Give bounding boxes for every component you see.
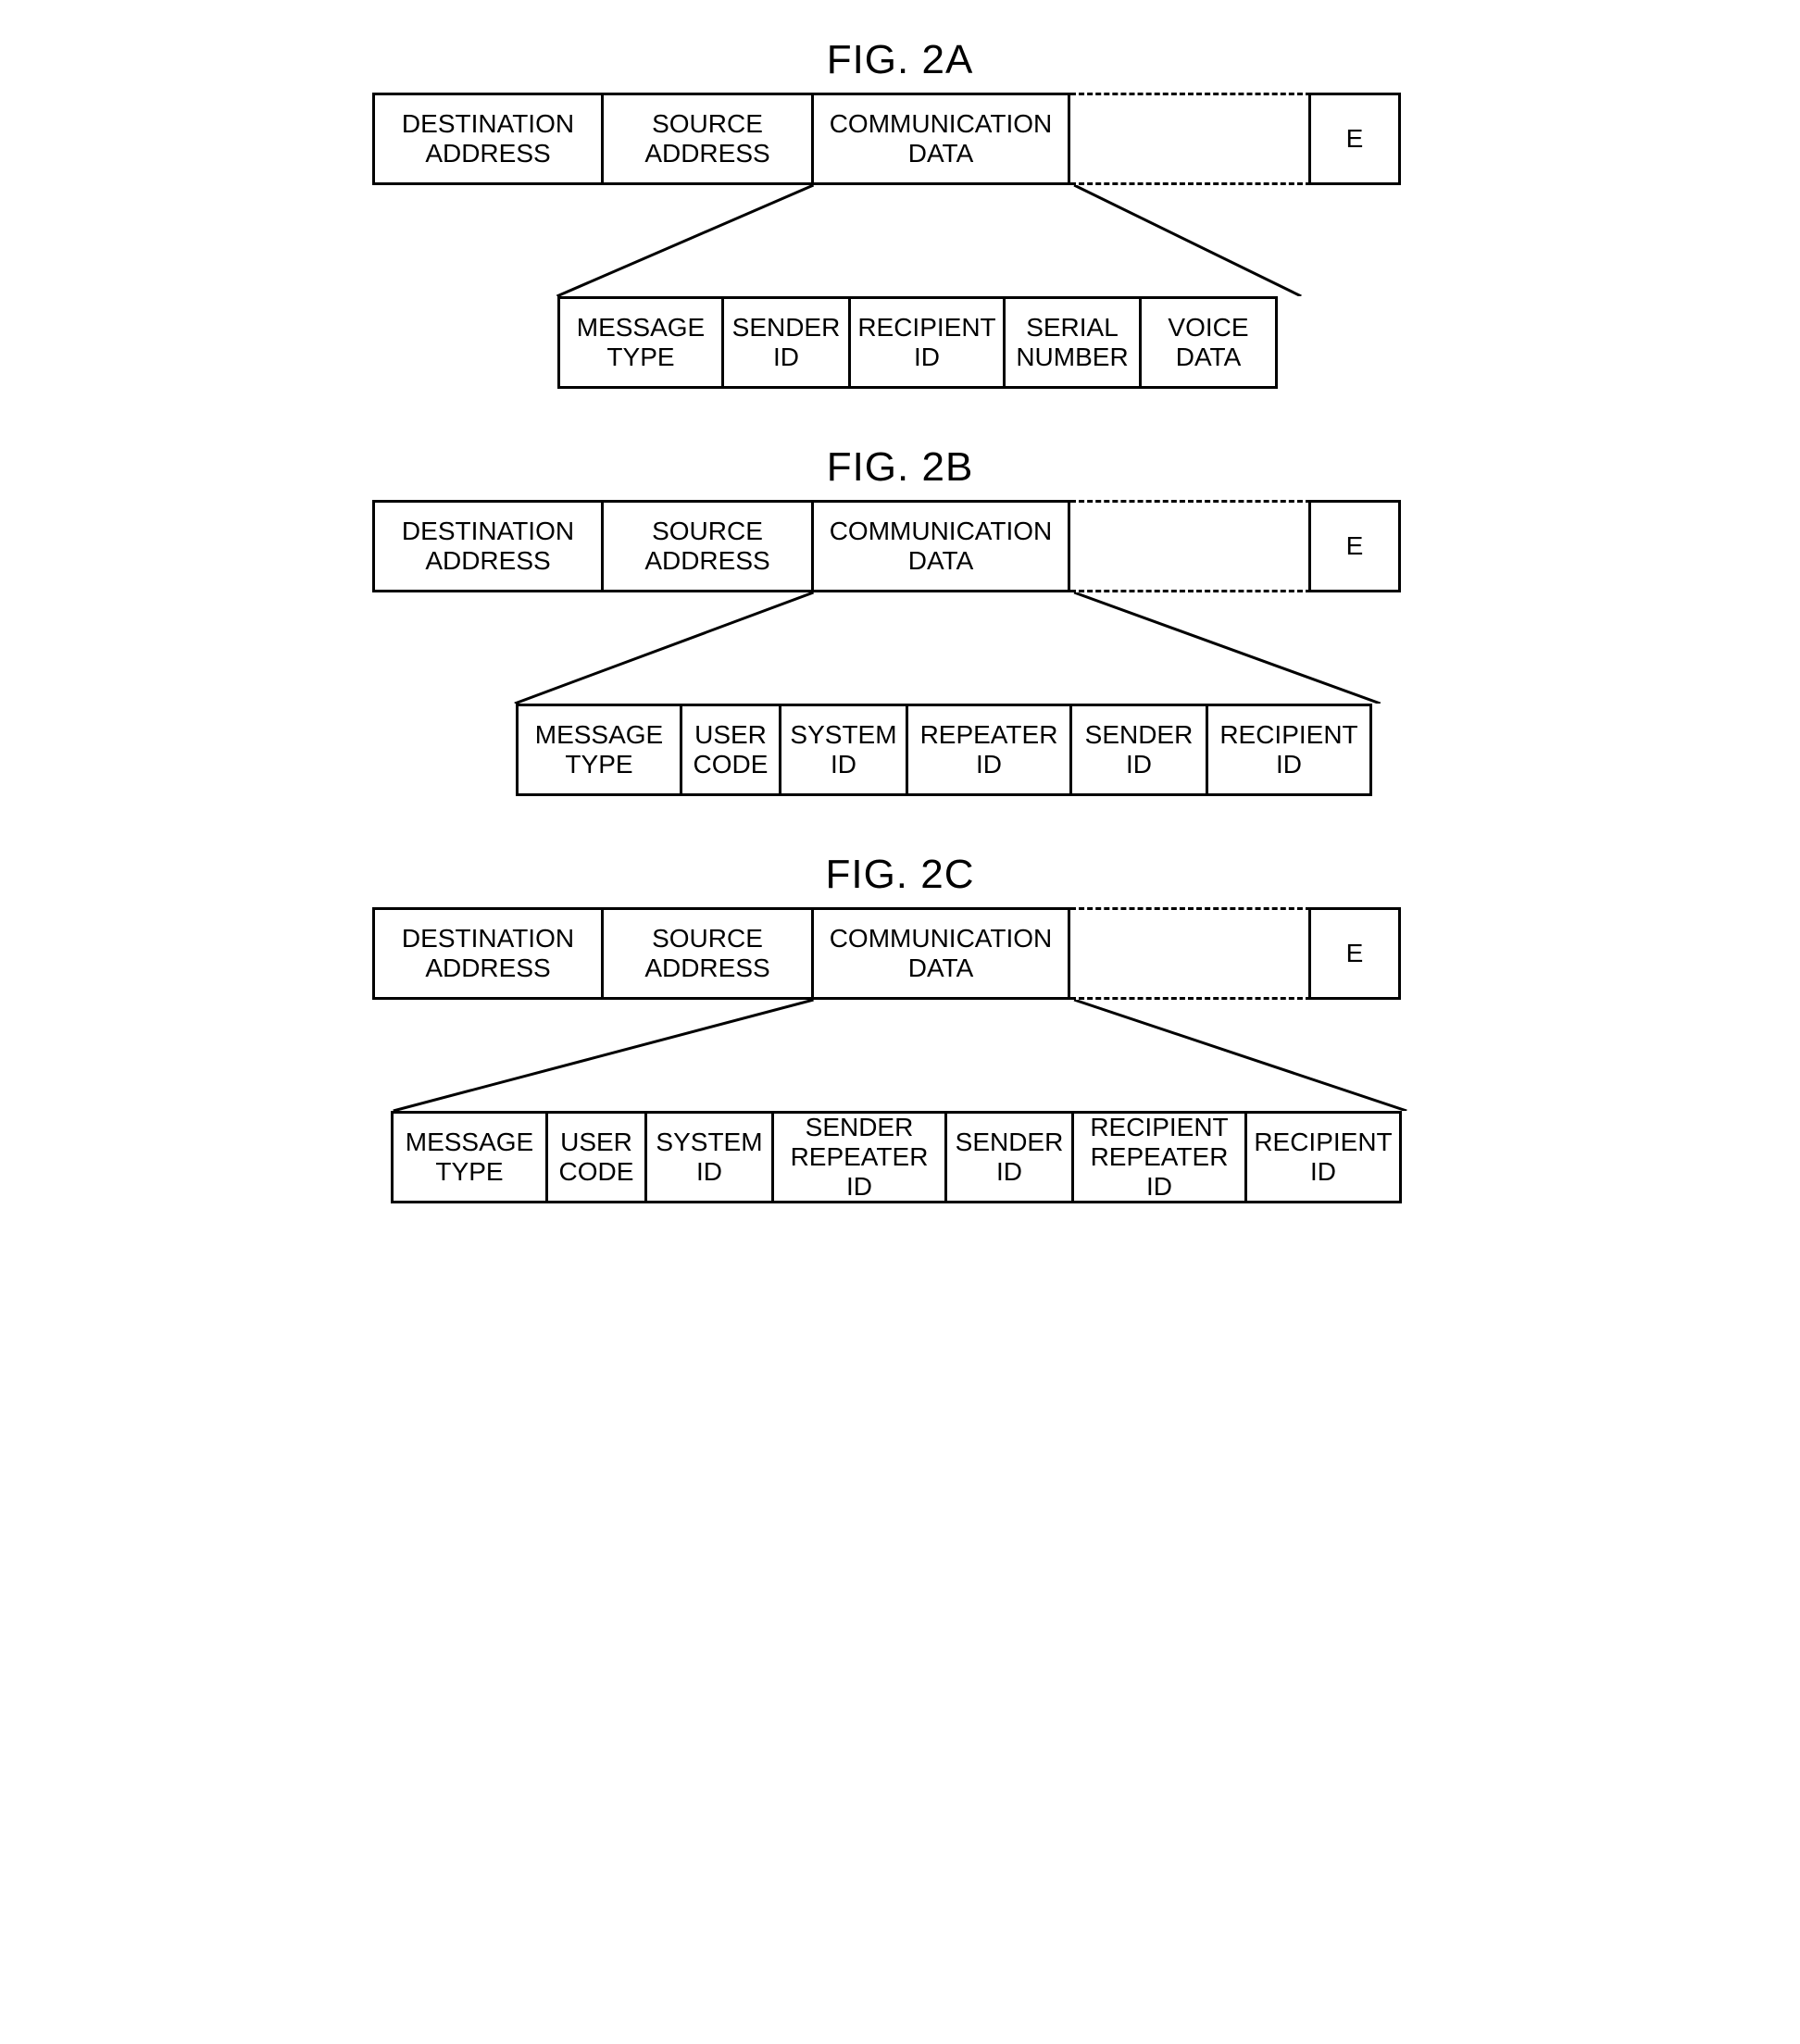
field-cell: SOURCEADDRESS — [601, 907, 814, 1000]
packet-header-row: DESTINATIONADDRESSSOURCEADDRESSCOMMUNICA… — [372, 907, 1428, 1000]
field-cell: SOURCEADDRESS — [601, 500, 814, 592]
field-cell: SENDERID — [721, 296, 851, 389]
field-cell: E — [1308, 907, 1401, 1000]
packet-header-row: DESTINATIONADDRESSSOURCEADDRESSCOMMUNICA… — [372, 500, 1428, 592]
field-cell: REPEATERID — [906, 704, 1072, 796]
field-cell: RECIPIENTID — [1206, 704, 1372, 796]
field-cell: E — [1308, 500, 1401, 592]
diagram-root: FIG. 2ADESTINATIONADDRESSSOURCEADDRESSCO… — [28, 37, 1772, 1203]
field-cell: COMMUNICATIONDATA — [811, 93, 1070, 185]
figure-title: FIG. 2A — [28, 37, 1772, 83]
expanded-fields-row: MESSAGETYPEUSERCODESYSTEMIDSENDERREPEATE… — [372, 1111, 1428, 1203]
packet-header-row: DESTINATIONADDRESSSOURCEADDRESSCOMMUNICA… — [372, 93, 1428, 185]
expanded-fields-row: MESSAGETYPESENDERIDRECIPIENTIDSERIALNUMB… — [372, 296, 1428, 389]
field-cell: RECIPIENTID — [848, 296, 1006, 389]
field-cell: SYSTEMID — [644, 1111, 774, 1203]
field-cell — [1070, 93, 1311, 185]
field-cell: VOICEDATA — [1139, 296, 1278, 389]
figure-title: FIG. 2C — [28, 852, 1772, 898]
field-cell: COMMUNICATIONDATA — [811, 907, 1070, 1000]
field-cell: COMMUNICATIONDATA — [811, 500, 1070, 592]
field-cell: SENDERID — [944, 1111, 1074, 1203]
field-cell — [1070, 907, 1311, 1000]
field-cell: DESTINATIONADDRESS — [372, 93, 604, 185]
field-cell: MESSAGETYPE — [391, 1111, 548, 1203]
field-cell: USERCODE — [680, 704, 781, 796]
expansion-connector — [372, 185, 1428, 296]
expanded-fields-row: MESSAGETYPEUSERCODESYSTEMIDREPEATERIDSEN… — [372, 704, 1428, 796]
field-cell: SERIALNUMBER — [1003, 296, 1142, 389]
figure-block: FIG. 2C DESTINATIONADDRESSSOURCEADDRESSCO… — [28, 852, 1772, 1203]
expansion-connector — [372, 1000, 1428, 1111]
field-cell: MESSAGETYPE — [516, 704, 682, 796]
field-cell: E — [1308, 93, 1401, 185]
field-cell: SENDERREPEATERID — [771, 1111, 947, 1203]
field-cell: USERCODE — [545, 1111, 647, 1203]
field-cell: SOURCEADDRESS — [601, 93, 814, 185]
expansion-connector — [372, 592, 1428, 704]
field-cell: SENDERID — [1069, 704, 1208, 796]
field-cell: RECIPIENTREPEATERID — [1071, 1111, 1247, 1203]
figure-block: FIG. 2B DESTINATIONADDRESSSOURCEADDRESSCO… — [28, 444, 1772, 796]
field-cell: SYSTEMID — [779, 704, 908, 796]
field-cell: DESTINATIONADDRESS — [372, 500, 604, 592]
field-cell: DESTINATIONADDRESS — [372, 907, 604, 1000]
figure-title: FIG. 2B — [28, 444, 1772, 491]
field-cell: MESSAGETYPE — [557, 296, 724, 389]
field-cell — [1070, 500, 1311, 592]
field-cell: RECIPIENTID — [1244, 1111, 1402, 1203]
figure-block: FIG. 2A DESTINATIONADDRESSSOURCEADDRESSCO… — [28, 37, 1772, 389]
